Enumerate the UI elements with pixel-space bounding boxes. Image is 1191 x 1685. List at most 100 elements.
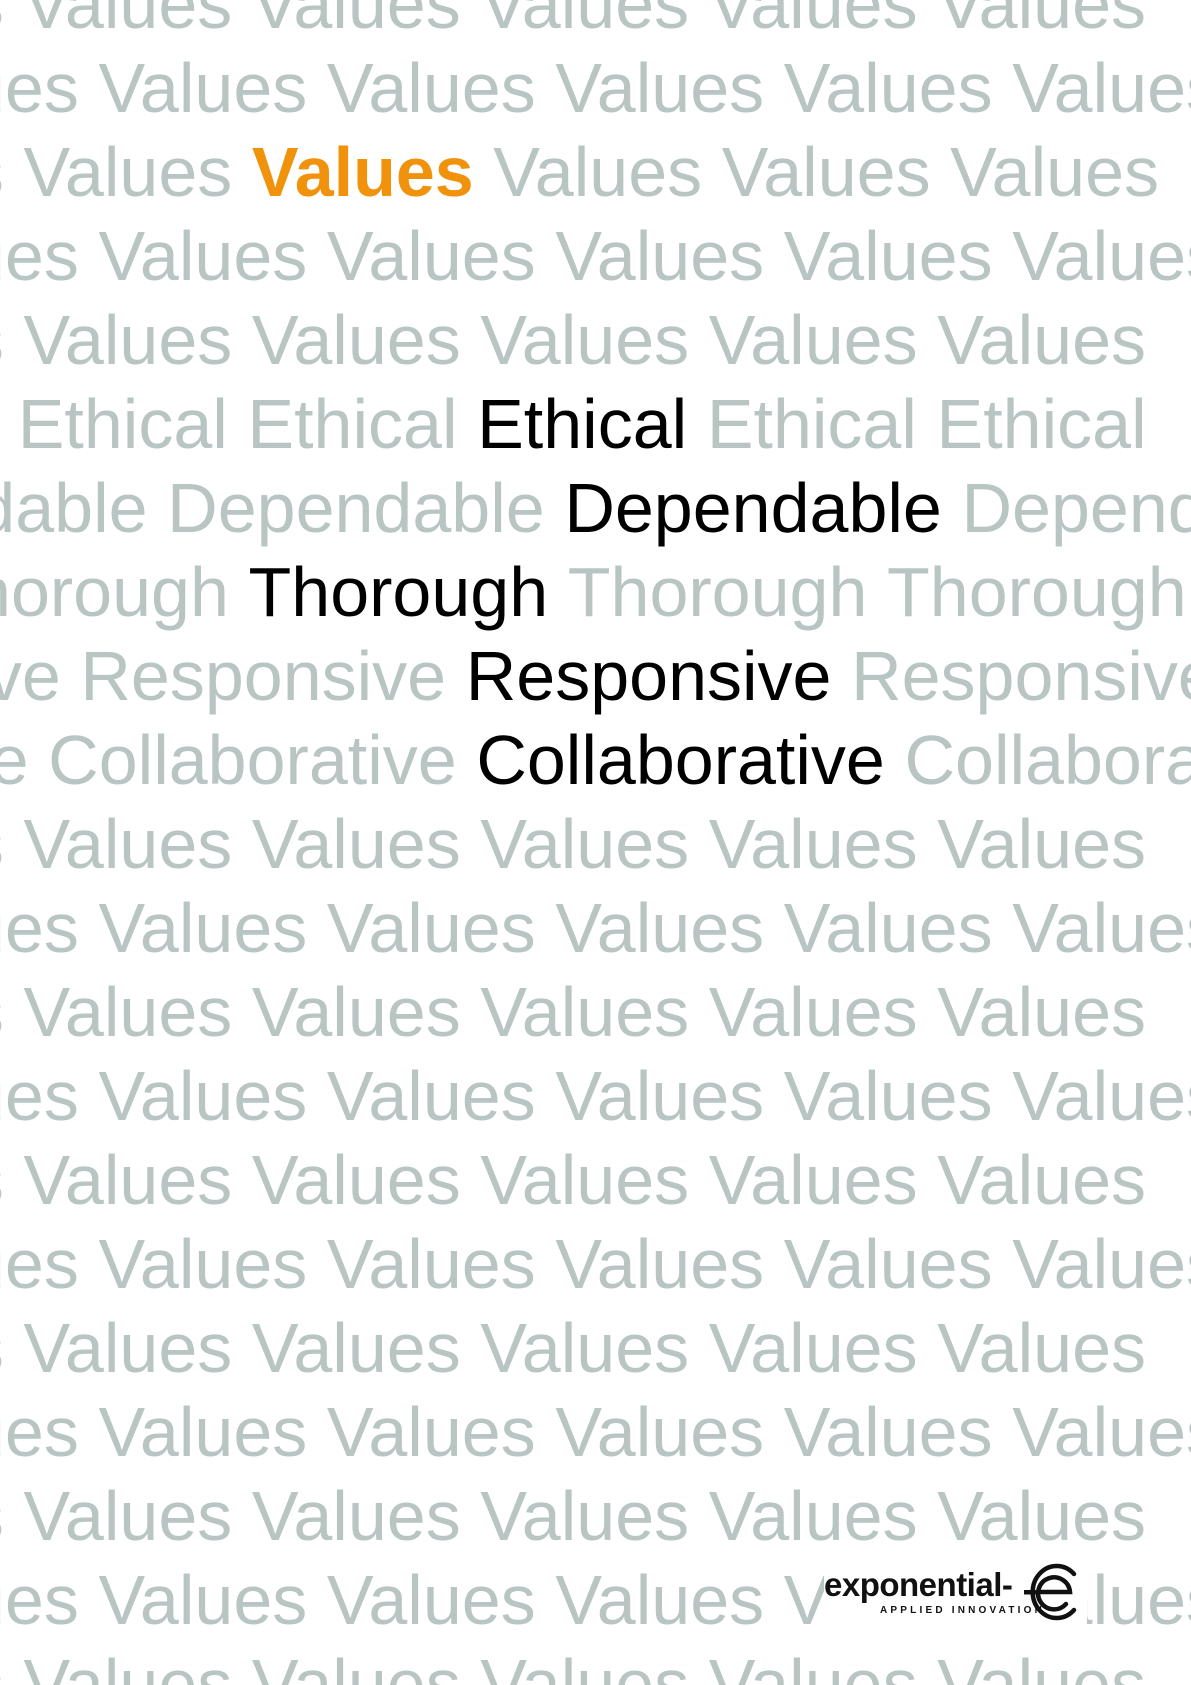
word-row: ValuesValuesValuesValuesValuesValues — [0, 1138, 1146, 1222]
highlighted-value-word: Values — [251, 133, 474, 211]
pattern-word: Values — [23, 0, 233, 43]
pattern-word: Values — [708, 1477, 918, 1555]
pattern-word: Values — [23, 1645, 233, 1685]
pattern-word: Values — [326, 1057, 536, 1135]
pattern-word: Values — [0, 805, 4, 883]
pattern-word: Dependable — [167, 469, 545, 547]
pattern-word: Ethical — [247, 385, 458, 463]
pattern-word: Values — [23, 133, 233, 211]
pattern-word: Values — [480, 1645, 690, 1685]
pattern-word: Responsive — [0, 637, 61, 715]
pattern-word: Values — [326, 1561, 536, 1639]
pattern-word: Values — [783, 217, 993, 295]
word-row: ValuesValuesValuesValuesValuesValues — [0, 1306, 1146, 1390]
word-row: ValuesValuesValuesValuesValuesValues — [0, 1474, 1146, 1558]
pattern-word: Values — [708, 805, 918, 883]
word-row: ValuesValuesValuesValuesValuesValues — [0, 130, 1159, 214]
pattern-word: Values — [937, 1477, 1147, 1555]
word-row: ValuesValuesValuesValuesValuesValues — [0, 802, 1146, 886]
pattern-word: Values — [708, 1141, 918, 1219]
pattern-word: Values — [23, 805, 233, 883]
pattern-word: Values — [23, 1141, 233, 1219]
word-row: ValuesValuesValuesValuesValuesValues — [0, 1054, 1191, 1138]
pattern-word: Values — [555, 49, 765, 127]
pattern-word: Values — [950, 133, 1160, 211]
pattern-word: Values — [98, 1393, 308, 1471]
pattern-word: Values — [98, 217, 308, 295]
pattern-word: Values — [251, 1477, 461, 1555]
word-row: EthicalEthicalEthicalEthicalEthicalEthic… — [0, 382, 1147, 466]
pattern-word: Thorough — [0, 553, 229, 631]
pattern-word: Values — [1012, 889, 1191, 967]
pattern-word: Values — [937, 1645, 1147, 1685]
pattern-word: Values — [555, 889, 765, 967]
pattern-word: Responsive — [80, 637, 447, 715]
word-row: ValuesValuesValuesValuesValuesValues — [0, 1222, 1191, 1306]
exponential-logo: exponential- APPLIED INNOVATION — [824, 1560, 1087, 1626]
pattern-word: Values — [0, 1057, 79, 1135]
pattern-word: Values — [251, 973, 461, 1051]
pattern-word: Collaborative — [48, 721, 457, 799]
pattern-word: Collaborative — [0, 721, 29, 799]
pattern-word: Values — [480, 805, 690, 883]
pattern-word: Values — [98, 1057, 308, 1135]
word-row: ThoroughThoroughThoroughThoroughThorough — [0, 550, 1187, 634]
pattern-word: Values — [0, 889, 79, 967]
word-row: ValuesValuesValuesValuesValuesValues — [0, 1390, 1191, 1474]
pattern-word: Values — [0, 1309, 4, 1387]
pattern-word: Values — [555, 1225, 765, 1303]
pattern-word: Ethical — [706, 385, 917, 463]
pattern-word: Values — [251, 1309, 461, 1387]
pattern-word: Values — [0, 1561, 79, 1639]
pattern-word: Values — [326, 889, 536, 967]
word-row: CollaborativeCollaborativeCollaborativeC… — [0, 718, 1191, 802]
pattern-word: Values — [555, 1561, 765, 1639]
pattern-word: Values — [1012, 49, 1191, 127]
logo-wordmark: exponential- — [824, 1566, 1013, 1603]
pattern-word: Dependable — [0, 469, 148, 547]
pattern-word: Values — [1012, 1393, 1191, 1471]
highlighted-value-word: Collaborative — [476, 721, 885, 799]
pattern-word: Values — [326, 49, 536, 127]
pattern-word: Values — [0, 1393, 79, 1471]
e-in-circle-logo-icon — [1024, 1563, 1077, 1621]
pattern-word: Values — [0, 301, 4, 379]
pattern-word: Values — [480, 1141, 690, 1219]
pattern-word: Thorough — [567, 553, 868, 631]
pattern-word: Ethical — [936, 385, 1147, 463]
pattern-word: Values — [708, 1309, 918, 1387]
pattern-word: Collaborative — [904, 721, 1191, 799]
word-row: ValuesValuesValuesValuesValuesValues — [0, 46, 1191, 130]
pattern-word: Values — [555, 1057, 765, 1135]
word-row: ValuesValuesValuesValuesValuesValues — [0, 886, 1191, 970]
pattern-word: Values — [721, 133, 931, 211]
pattern-word: Responsive — [851, 637, 1191, 715]
pattern-word: Values — [251, 0, 461, 43]
pattern-word: Values — [783, 1225, 993, 1303]
pattern-word: Values — [480, 973, 690, 1051]
pattern-word: Values — [937, 301, 1147, 379]
highlighted-value-word: Responsive — [465, 637, 832, 715]
pattern-word: Values — [98, 1561, 308, 1639]
pattern-word: Values — [937, 1141, 1147, 1219]
pattern-word: Values — [480, 0, 690, 43]
pattern-word: Values — [480, 301, 690, 379]
pattern-word: Values — [0, 0, 4, 43]
pattern-word: Values — [937, 973, 1147, 1051]
pattern-word: Values — [0, 1225, 79, 1303]
pattern-word: Values — [23, 1477, 233, 1555]
pattern-word: Values — [326, 1225, 536, 1303]
word-row: DependableDependableDependableDependable — [0, 466, 1191, 550]
pattern-word: Values — [1012, 1225, 1191, 1303]
logo-tagline: APPLIED INNOVATION — [880, 1605, 1046, 1616]
pattern-word: Values — [251, 1141, 461, 1219]
pattern-word: Values — [326, 1393, 536, 1471]
word-row: ValuesValuesValuesValuesValuesValues — [0, 1642, 1146, 1685]
pattern-word: Values — [0, 49, 79, 127]
pattern-word: Values — [251, 805, 461, 883]
pattern-word: Values — [480, 1477, 690, 1555]
pattern-word: Values — [23, 973, 233, 1051]
pattern-word: Values — [783, 1393, 993, 1471]
pattern-word: Values — [708, 1645, 918, 1685]
